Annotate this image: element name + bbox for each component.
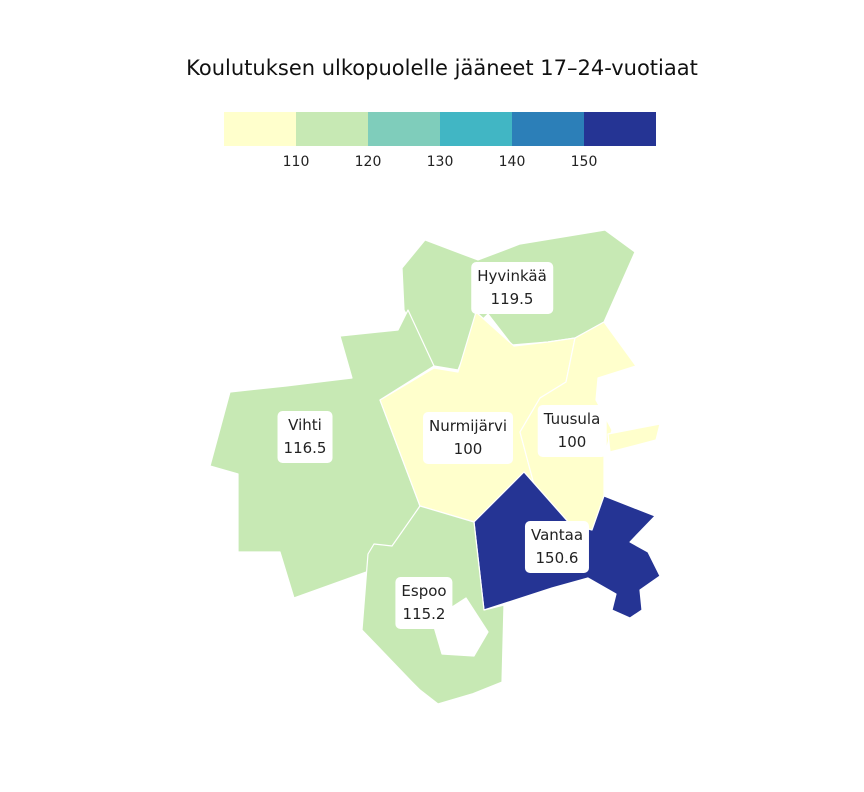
legend-tick-150: 150 [570,154,598,170]
legend-tick-130: 130 [426,154,454,170]
region-value: 116.5 [283,439,327,457]
legend-swatch-5 [584,112,656,146]
label-vantaa: Vantaa 150.6 [524,521,590,573]
region-name: Vihti [288,416,322,434]
region-name: Hyvinkää [477,267,547,285]
legend-swatch-1 [296,112,368,146]
legend-tick-110: 110 [282,154,310,170]
region-value: 100 [557,433,587,451]
legend-swatch-0 [224,112,296,146]
region-value: 150.6 [535,549,579,567]
region-value: 115.2 [402,605,446,623]
region-value: 100 [453,440,483,458]
label-espoo: Espoo 115.2 [395,577,453,629]
legend-swatch-3 [440,112,512,146]
label-nurmijarvi: Nurmijärvi 100 [423,412,513,464]
legend-tick-120: 120 [354,154,382,170]
region-name: Espoo [401,582,447,600]
map-title: Koulutuksen ulkopuolelle jääneet 17–24-v… [186,56,698,80]
label-tuusula: Tuusula 100 [537,405,607,457]
legend-tick-140: 140 [498,154,526,170]
region-name: Vantaa [530,526,584,544]
legend-swatch-4 [512,112,584,146]
region-value: 119.5 [490,290,534,308]
region-tuusula-exclave[interactable] [607,423,661,453]
region-name: Tuusula [543,410,601,428]
label-vihti: Vihti 116.5 [277,411,333,463]
legend-swatch-2 [368,112,440,146]
label-hyvinkaa: Hyvinkää 119.5 [471,262,553,314]
region-name: Nurmijärvi [429,417,507,435]
